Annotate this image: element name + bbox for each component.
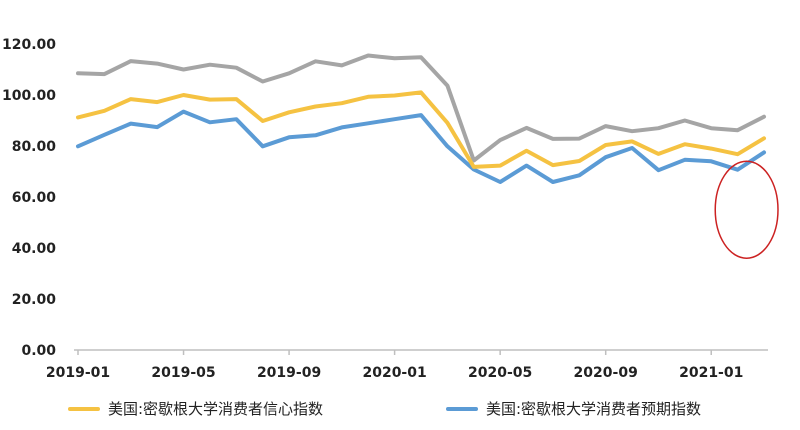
- x-tick-label: 2019-01: [46, 365, 110, 381]
- series-lines: [76, 53, 766, 184]
- y-tick-label: 100.00: [2, 88, 56, 104]
- y-tick-label: 80.00: [12, 139, 57, 155]
- x-tick-label: 2020-01: [362, 365, 426, 381]
- legend-swatch-expectations: [446, 406, 478, 411]
- series-line-confidence: [76, 90, 766, 169]
- highlight-ellipse: [714, 160, 779, 259]
- x-tick-label: 2021-01: [679, 365, 743, 381]
- x-tick-label: 2019-09: [257, 365, 321, 381]
- x-tick-label: 2020-05: [468, 365, 532, 381]
- y-tick-label: 60.00: [12, 190, 57, 206]
- series-line-gray: [76, 53, 766, 163]
- x-axis-ticks: 2019-01 2019-05 2019-09 2020-01 2020-05 2020-…: [46, 350, 743, 381]
- y-tick-label: 0.00: [21, 343, 56, 359]
- legend-swatch-confidence: [68, 406, 100, 411]
- legend-label-confidence: 美国:密歇根大学消费者信心指数: [108, 400, 324, 418]
- y-tick-label: 40.00: [12, 241, 57, 257]
- legend-item-confidence: 美国:密歇根大学消费者信心指数: [68, 398, 323, 419]
- y-tick-label: 20.00: [12, 292, 57, 308]
- x-tick-label: 2020-09: [574, 365, 638, 381]
- series-line-expectations: [76, 109, 766, 184]
- legend-item-expectations: 美国:密歇根大学消费者预期指数: [446, 398, 701, 419]
- legend-label-expectations: 美国:密歇根大学消费者预期指数: [486, 400, 702, 418]
- y-axis-ticks: 0.00 20.00 40.00 60.00 80.00 100.00 120.00: [2, 37, 56, 359]
- y-tick-label: 120.00: [2, 37, 56, 53]
- x-tick-label: 2019-05: [151, 365, 215, 381]
